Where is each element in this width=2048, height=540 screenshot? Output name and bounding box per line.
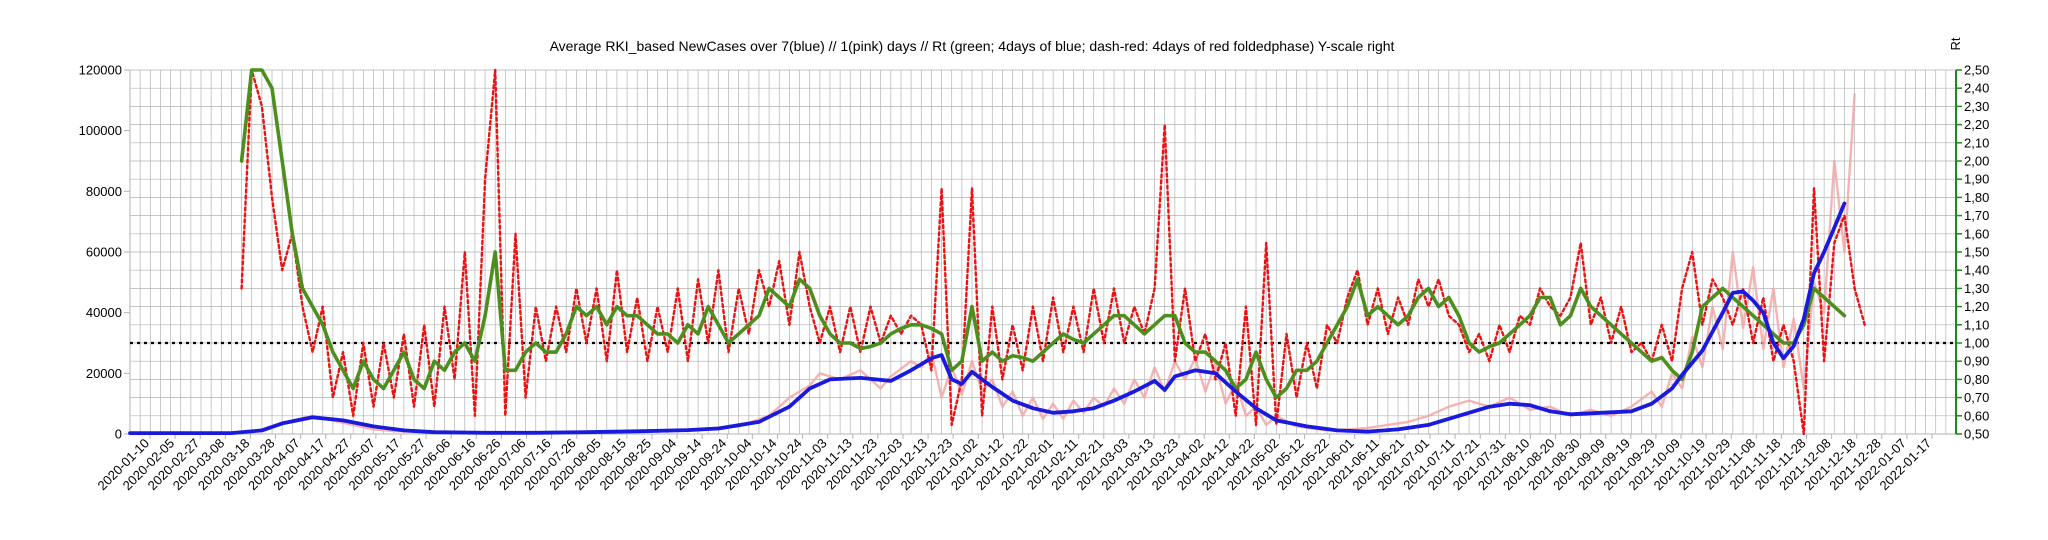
chart-title: Average RKI_based NewCases over 7(blue) … [550, 38, 1395, 54]
right-y-tick-label: 1,90 [1964, 172, 1989, 187]
left-y-tick-label: 120000 [79, 63, 122, 78]
right-y-tick-label: 2,30 [1964, 99, 1989, 114]
right-y-tick-label: 1,50 [1964, 245, 1989, 260]
right-y-tick-label: 1,10 [1964, 317, 1989, 332]
left-y-tick-label: 80000 [86, 184, 122, 199]
right-y-tick-label: 2,00 [1964, 154, 1989, 169]
right-y-tick-label: 1,40 [1964, 263, 1989, 278]
left-y-tick-label: 0 [115, 427, 122, 442]
left-y-tick-label: 20000 [86, 366, 122, 381]
right-y-tick-label: 2,40 [1964, 81, 1989, 96]
right-y-tick-label: 0,90 [1964, 354, 1989, 369]
right-y-tick-label: 1,30 [1964, 281, 1989, 296]
right-y-tick-label: 1,20 [1964, 299, 1989, 314]
right-y-tick-label: 2,10 [1964, 135, 1989, 150]
left-y-tick-label: 60000 [86, 245, 122, 260]
series-line-rt_red [240, 68, 1866, 436]
right-y-tick-label: 1,70 [1964, 208, 1989, 223]
right-y-tick-label: 0,70 [1964, 390, 1989, 405]
right-y-tick-label: 2,50 [1964, 63, 1989, 78]
series-line-rt [239, 68, 1847, 400]
grid [129, 69, 1957, 435]
right-y-tick-label: 0,60 [1964, 408, 1989, 423]
left-y-tick-label: 100000 [79, 123, 122, 138]
series [128, 68, 1956, 436]
right-y-tick-label: 1,60 [1964, 226, 1989, 241]
right-y-tick-label: 2,20 [1964, 117, 1989, 132]
series-line-cases7 [128, 201, 1847, 436]
left-y-tick-label: 40000 [86, 305, 122, 320]
right-y-tick-label: 0,80 [1964, 372, 1989, 387]
right-y-tick-label: 1,80 [1964, 190, 1989, 205]
right-y-tick-label: 0,50 [1964, 427, 1989, 442]
right-y-tick-label: 1,00 [1964, 336, 1989, 351]
right-axis-label: Rt [1948, 37, 1963, 50]
